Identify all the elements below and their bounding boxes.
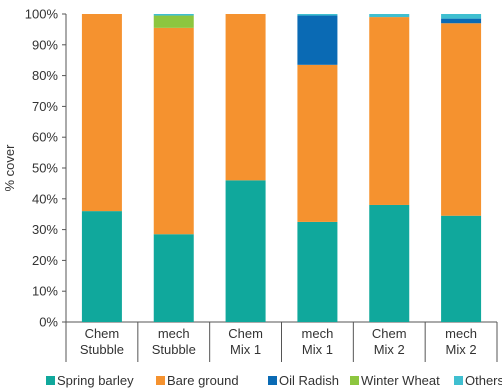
bar-segment-oil-radish <box>297 15 338 65</box>
category-label: Stubble <box>152 342 196 357</box>
bar-segment-bare-ground <box>369 17 410 205</box>
y-tick-label: 20% <box>32 253 58 268</box>
category-label: Stubble <box>80 342 124 357</box>
bar-segment-others <box>153 14 194 16</box>
y-tick-label: 90% <box>32 37 58 52</box>
y-tick-label: 80% <box>32 68 58 83</box>
bar-segment-bare-ground <box>297 64 338 222</box>
category-label: Chem <box>228 326 263 341</box>
legend: Spring barley Bare ground Oil Radish Winter… <box>46 373 502 388</box>
category-label: Mix 1 <box>230 342 261 357</box>
y-tick-label: 0% <box>39 315 58 330</box>
legend-label: Spring barley <box>57 373 134 388</box>
y-axis-label: % cover <box>2 144 17 192</box>
bars <box>81 14 482 322</box>
category-label: Chem <box>85 326 120 341</box>
category-label: mech <box>445 326 477 341</box>
legend-label: Oil Radish <box>279 373 339 388</box>
bar-segment-winter-wheat <box>153 15 194 28</box>
y-tick-label: 70% <box>32 99 58 114</box>
bar-segment-others <box>297 14 338 16</box>
bar-segment-spring-barley <box>297 221 338 322</box>
y-tick-label: 10% <box>32 284 58 299</box>
category-label: Mix 2 <box>374 342 405 357</box>
bar-segment-spring-barley <box>81 211 122 322</box>
legend-swatch <box>268 376 277 385</box>
legend-label: Bare ground <box>167 373 239 388</box>
category-label: Mix 1 <box>302 342 333 357</box>
y-tick-label: 60% <box>32 130 58 145</box>
bar-segment-spring-barley <box>441 215 482 322</box>
bar-segment-bare-ground <box>153 27 194 235</box>
y-tick-label: 40% <box>32 191 58 206</box>
category-label: mech <box>158 326 190 341</box>
bar-segment-bare-ground <box>81 14 122 212</box>
bar-segment-spring-barley <box>153 234 194 322</box>
y-tick-label: 50% <box>32 161 58 176</box>
y-tick-label: 30% <box>32 222 58 237</box>
bar-segment-bare-ground <box>441 23 482 216</box>
legend-swatch <box>46 376 55 385</box>
legend-swatch <box>156 376 165 385</box>
bar-segment-bare-ground <box>225 14 266 181</box>
category-label: Chem <box>372 326 407 341</box>
bar-segment-others <box>369 14 410 18</box>
category-label: Mix 2 <box>446 342 477 357</box>
legend-label: Winter Wheat <box>361 373 440 388</box>
bar-segment-others <box>441 14 482 19</box>
bar-segment-spring-barley <box>225 180 266 322</box>
bar-segment-spring-barley <box>369 204 410 322</box>
y-tick-label: 100% <box>25 7 59 22</box>
legend-swatch <box>350 376 359 385</box>
category-label: mech <box>302 326 334 341</box>
axes: 0% 10% 20% 30% 40% 50% 60% 70% 80% 90% 100% <box>25 7 498 362</box>
legend-label: Others <box>465 373 502 388</box>
legend-swatch <box>454 376 463 385</box>
bar-segment-oil-radish <box>441 18 482 24</box>
